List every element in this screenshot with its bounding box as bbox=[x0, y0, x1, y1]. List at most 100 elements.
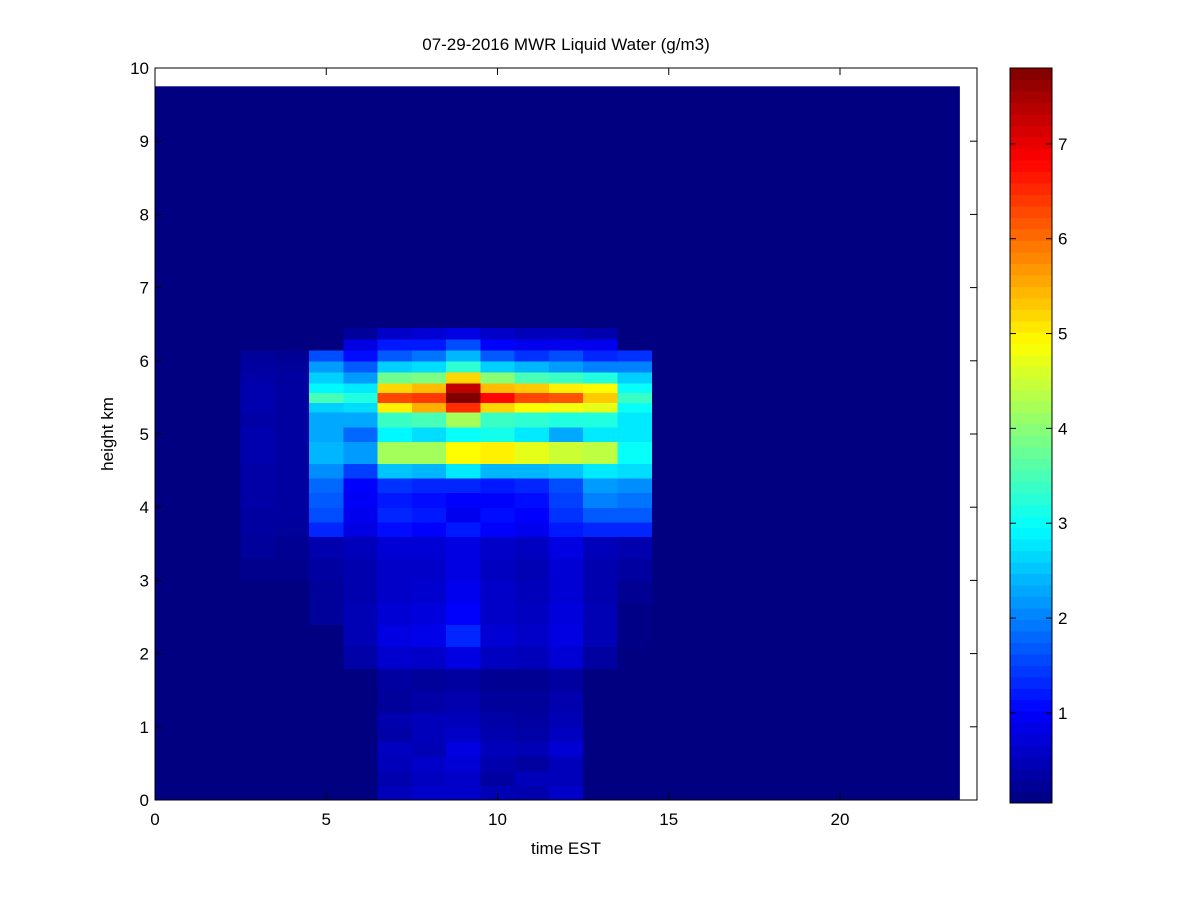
colorbar-strip bbox=[1010, 355, 1052, 368]
heatmap-cell bbox=[411, 690, 447, 713]
heatmap-cell bbox=[480, 507, 516, 523]
heatmap-cell bbox=[617, 412, 653, 428]
heatmap-cell bbox=[617, 580, 653, 603]
heatmap-cell bbox=[548, 624, 584, 647]
heatmap-cell bbox=[274, 412, 310, 428]
heatmap-cell bbox=[240, 392, 276, 404]
heatmap-cell bbox=[377, 463, 413, 479]
heatmap-cell bbox=[309, 402, 344, 413]
heatmap-cell bbox=[274, 756, 310, 772]
heatmap-cell bbox=[480, 756, 516, 772]
y-tick-label: 0 bbox=[140, 791, 149, 810]
colorbar-strip bbox=[1010, 263, 1052, 276]
heatmap-cell bbox=[240, 402, 276, 413]
colorbar-strip bbox=[1010, 332, 1052, 345]
heatmap-cell bbox=[274, 382, 310, 393]
heatmap-cell bbox=[548, 712, 584, 728]
heatmap-cell bbox=[309, 477, 344, 494]
heatmap-cell bbox=[377, 360, 413, 373]
heatmap-cell bbox=[274, 392, 310, 404]
heatmap-cell bbox=[446, 327, 481, 340]
heatmap-cell bbox=[309, 338, 344, 351]
colorbar-strip bbox=[1010, 68, 1052, 81]
heatmap-cell bbox=[343, 741, 379, 757]
heatmap-cell bbox=[617, 426, 653, 442]
heatmap-cell bbox=[480, 558, 516, 581]
heatmap-cell bbox=[309, 646, 344, 669]
heatmap-cell bbox=[514, 624, 550, 647]
heatmap-cell bbox=[480, 785, 516, 801]
y-axis-ticks: 0 1 2 3 4 5 6 7 8 9 10 bbox=[130, 59, 977, 810]
y-tick-label: 5 bbox=[140, 425, 149, 444]
heatmap-cell bbox=[377, 690, 413, 713]
heatmap-cell bbox=[548, 402, 584, 413]
heatmap-cell bbox=[480, 521, 516, 538]
heatmap-cell bbox=[343, 624, 379, 647]
heatmap-cell bbox=[411, 338, 447, 351]
heatmap-cell bbox=[514, 426, 550, 442]
heatmap-cell bbox=[309, 492, 344, 508]
heatmap-cell bbox=[583, 690, 618, 713]
heatmap-cell bbox=[548, 668, 584, 691]
heatmap-cell bbox=[309, 426, 344, 442]
heatmap-cell bbox=[343, 426, 379, 442]
heatmap-cell bbox=[548, 349, 584, 362]
heatmap-cell bbox=[411, 668, 447, 691]
heatmap-cell bbox=[343, 668, 379, 691]
heatmap-cell bbox=[411, 646, 447, 669]
heatmap-cell bbox=[617, 602, 653, 625]
heatmap-cell bbox=[309, 327, 344, 340]
y-axis-label: height km bbox=[98, 397, 117, 471]
colorbar-strip bbox=[1010, 653, 1052, 666]
heatmap-cell bbox=[377, 477, 413, 494]
heatmap-cell bbox=[480, 441, 516, 464]
heatmap-cell bbox=[583, 477, 618, 494]
heatmap-cell bbox=[617, 402, 653, 413]
colorbar-strip bbox=[1010, 217, 1052, 230]
heatmap-cell bbox=[446, 690, 481, 713]
colorbar-strip bbox=[1010, 619, 1052, 632]
colorbar-strip bbox=[1010, 665, 1052, 678]
heatmap-cell bbox=[583, 668, 618, 691]
heatmap-cell bbox=[411, 360, 447, 373]
colorbar-strip bbox=[1010, 205, 1052, 218]
heatmap-cell bbox=[514, 371, 550, 384]
colorbar-strip bbox=[1010, 791, 1052, 804]
heatmap-cell bbox=[377, 558, 413, 581]
heatmap-cell bbox=[411, 521, 447, 538]
heatmap-cell bbox=[309, 580, 344, 603]
heatmap-cell bbox=[343, 536, 379, 560]
heatmap-cell bbox=[446, 338, 481, 351]
heatmap-cell bbox=[583, 412, 618, 428]
heatmap-cell bbox=[548, 536, 584, 560]
heatmap-cell bbox=[583, 521, 618, 538]
heatmap-cell bbox=[548, 646, 584, 669]
colorbar-gradient bbox=[1010, 68, 1052, 804]
heatmap-cell bbox=[548, 392, 584, 404]
heatmap-cell bbox=[446, 756, 481, 772]
colorbar-strip bbox=[1010, 435, 1052, 448]
heatmap-cell bbox=[446, 402, 481, 413]
heatmap-cell bbox=[343, 360, 379, 373]
heatmap-cell bbox=[343, 558, 379, 581]
colorbar-strip bbox=[1010, 297, 1052, 310]
heatmap-cell bbox=[377, 646, 413, 669]
heatmap-cell bbox=[583, 558, 618, 581]
heatmap-cell bbox=[446, 426, 481, 442]
colorbar-strip bbox=[1010, 711, 1052, 724]
heatmap-cell bbox=[480, 646, 516, 669]
heatmap-cell bbox=[583, 580, 618, 603]
heatmap-cell bbox=[617, 507, 653, 523]
heatmap-cell bbox=[377, 382, 413, 393]
heatmap-cell bbox=[617, 338, 653, 351]
heatmap-cell bbox=[274, 668, 310, 691]
colorbar-strip bbox=[1010, 424, 1052, 437]
heatmap-cell bbox=[377, 624, 413, 647]
colorbar-ticks: 1 2 3 4 5 6 7 bbox=[1010, 135, 1067, 723]
heatmap-cell bbox=[583, 371, 618, 384]
colorbar-strip bbox=[1010, 630, 1052, 643]
heatmap-cell bbox=[617, 477, 653, 494]
heatmap-cell bbox=[411, 507, 447, 523]
heatmap-cell bbox=[240, 463, 276, 479]
